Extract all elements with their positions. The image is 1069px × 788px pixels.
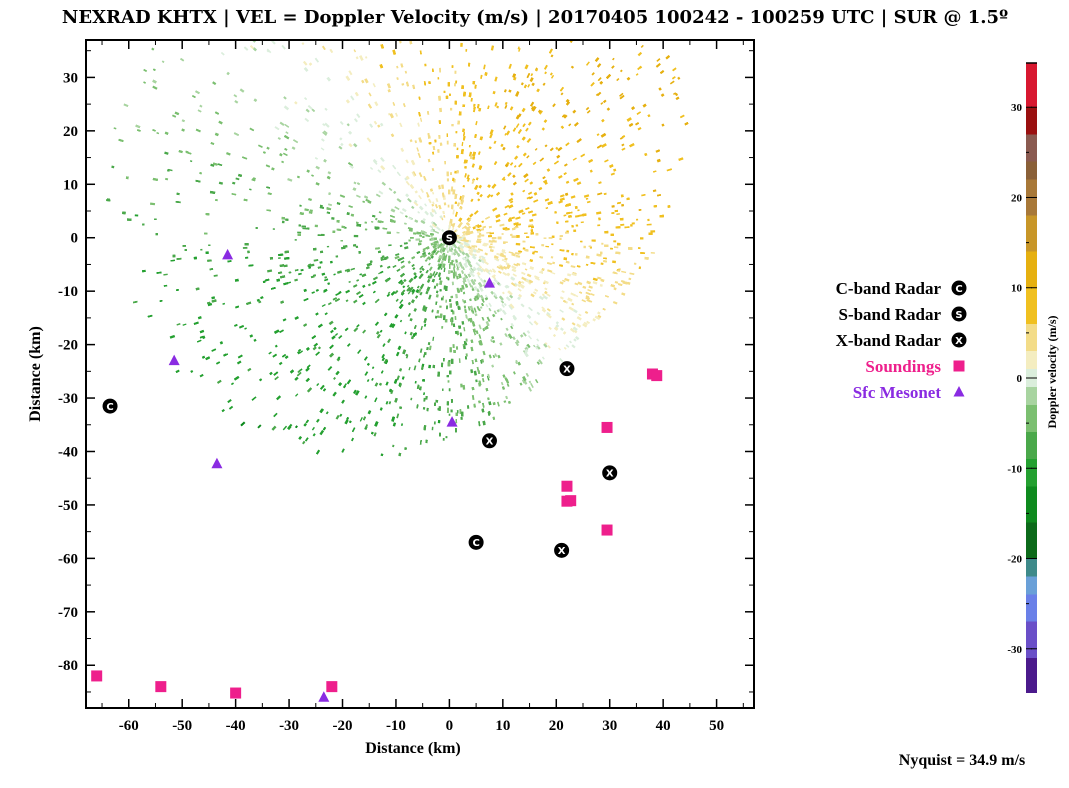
marker-c-band-radar: C [102,398,118,414]
legend: C-band Radar CS-band Radar SX-band Radar XS… [836,279,967,402]
y-tick-label: 10 [63,177,78,193]
marker-soundings [155,681,167,693]
colorbar-tick-label: 10 [1011,283,1023,295]
colorbar-label: Doppler velocity (m/s) [1045,315,1059,428]
marker-soundings [651,370,663,382]
x-tick-label: -20 [333,718,353,734]
marker-x-band-radar: X [481,433,497,449]
velocity-field [106,40,689,457]
x-tick-label: 40 [656,718,671,734]
y-axis-label: Distance (km) [27,326,44,422]
marker-sfc-mesonet [222,248,234,260]
y-tick-label: -30 [58,391,78,407]
plot-frame [85,39,755,709]
colorbar-tick-label: -10 [1007,463,1022,475]
marker-sfc-mesonet [168,354,180,366]
legend-symbol: C [951,280,967,296]
marker-x-band-radar: X [559,361,575,377]
legend-symbol [953,360,965,372]
x-tick-label: -40 [226,718,246,734]
y-tick-label: -50 [58,498,78,514]
marker-sfc-mesonet [318,691,330,702]
legend-label: C-band Radar [836,279,942,298]
legend-label: Soundings [865,357,941,376]
colorbar-tick-label: -30 [1007,644,1022,656]
colorbar-tick-label: 0 [1017,373,1023,385]
x-tick-label: -60 [119,718,139,734]
y-tick-label: -40 [58,444,78,460]
marker-soundings [561,480,573,492]
x-tick-label: 20 [549,718,564,734]
colorbar-ticks: 30 20 10 0 -10 -20 -30 [1007,102,1037,656]
y-tick-label: -70 [58,605,78,621]
marker-soundings [565,495,577,507]
marker-c-band-radar: C [468,534,484,550]
x-tick-label: 0 [446,718,454,734]
y-tick-label: 0 [71,231,79,247]
marker-sfc-mesonet [211,457,223,469]
marker-soundings [601,524,613,536]
site-markers: C C S X X X X [91,230,663,702]
y-tick-label: -10 [58,284,78,300]
y-tick-label: -80 [58,658,78,674]
x-axis: -60 -50 -40 -30 -20 -10 0 10 20 30 40 50 [101,40,744,734]
marker-x-band-radar: X [602,465,618,481]
marker-soundings [230,687,242,699]
x-tick-label: 50 [709,718,724,734]
colorbar-tick-label: 30 [1011,102,1023,114]
x-tick-label: 10 [495,718,510,734]
marker-x-band-radar: X [554,542,570,558]
colorbar-tick-label: -20 [1007,554,1022,566]
legend-label: X-band Radar [836,331,942,350]
y-tick-label: 30 [63,70,78,86]
y-axis: 30 20 10 0 -10 -20 -30 -40 -50 -60 -70 -80 [58,50,754,693]
marker-sfc-mesonet [446,416,458,427]
y-tick-label: -20 [58,338,78,354]
x-tick-label: -10 [386,718,406,734]
colorbar-tick-label: 20 [1011,192,1023,204]
nyquist-label: Nyquist = 34.9 m/s [899,752,1025,769]
marker-soundings [326,681,338,693]
chart-title: NEXRAD KHTX | VEL = Doppler Velocity (m/… [62,7,1008,28]
x-axis-label: Distance (km) [365,740,461,757]
legend-label: S-band Radar [838,305,941,324]
marker-soundings [601,421,613,433]
marker-soundings [91,670,103,682]
marker-sfc-mesonet [483,277,495,288]
y-tick-label: -60 [58,551,78,567]
x-tick-label: 30 [602,718,617,734]
legend-label: Sfc Mesonet [853,383,942,402]
x-tick-label: -50 [172,718,192,734]
legend-symbol: S [951,306,967,322]
legend-symbol [953,386,965,397]
marker-s-band-radar: S [441,230,457,246]
legend-symbol: X [951,332,967,348]
x-tick-label: -30 [279,718,299,734]
y-tick-label: 20 [63,124,78,140]
